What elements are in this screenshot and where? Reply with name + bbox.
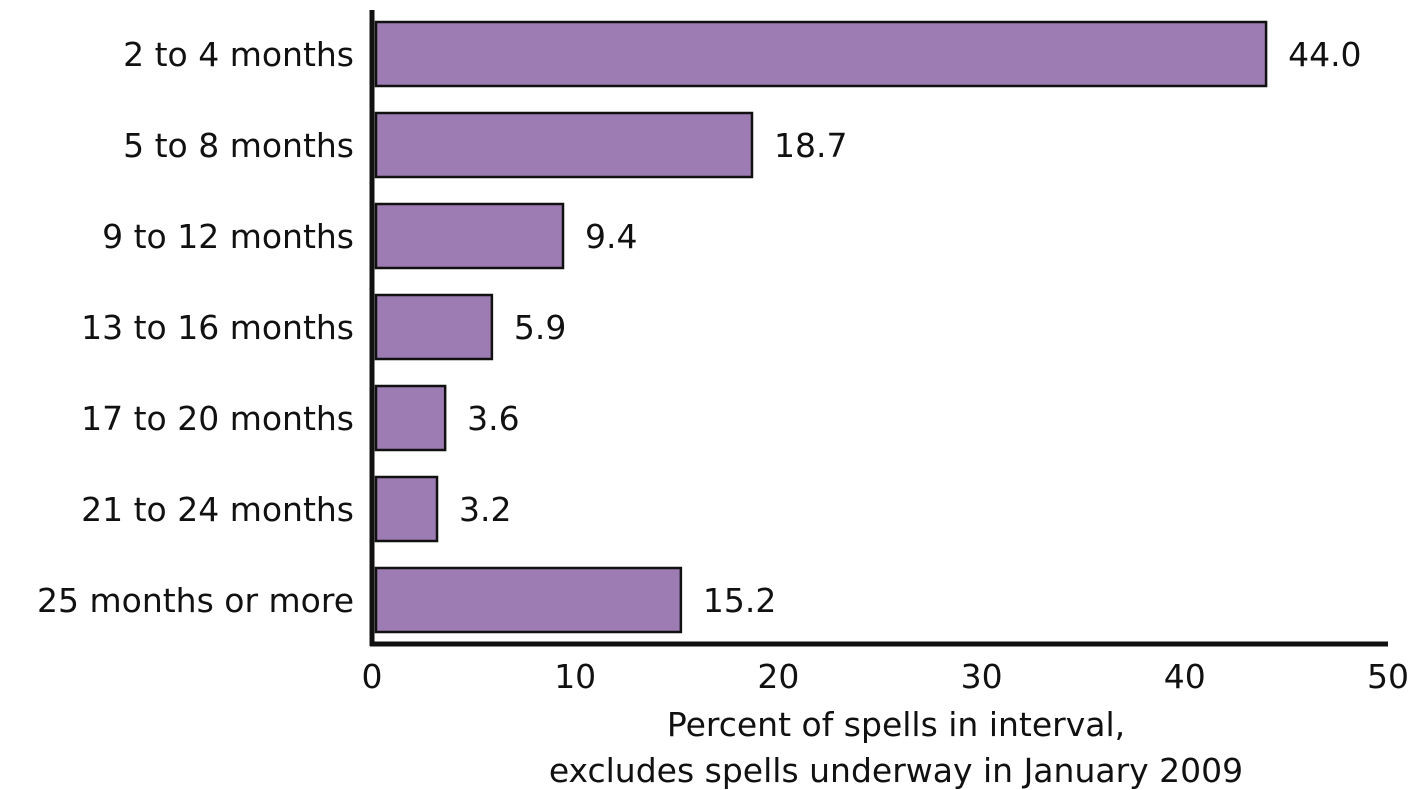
x-tick-label: 30 bbox=[961, 657, 1003, 696]
bar bbox=[374, 475, 439, 543]
bar bbox=[374, 202, 565, 270]
category-label: 13 to 16 months bbox=[81, 308, 354, 347]
value-label: 5.9 bbox=[514, 308, 566, 347]
value-label: 18.7 bbox=[774, 126, 847, 165]
x-tick-label: 20 bbox=[757, 657, 799, 696]
x-tick-label: 50 bbox=[1367, 657, 1409, 696]
bar bbox=[374, 20, 1268, 88]
labels-layer: 2 to 4 months 44.0 5 to 8 months 18.7 9 to 1… bbox=[37, 35, 1362, 620]
category-label: 25 months or more bbox=[37, 581, 354, 620]
bar bbox=[374, 293, 494, 361]
category-label: 17 to 20 months bbox=[81, 399, 354, 438]
x-tick-label: 10 bbox=[554, 657, 596, 696]
x-tick-label: 40 bbox=[1164, 657, 1206, 696]
bar bbox=[374, 111, 754, 179]
value-label: 9.4 bbox=[585, 217, 637, 256]
value-label: 15.2 bbox=[703, 581, 776, 620]
bar bbox=[374, 566, 683, 634]
bars-layer bbox=[374, 20, 1268, 634]
axes-layer bbox=[369, 10, 1388, 647]
category-label: 5 to 8 months bbox=[123, 126, 354, 165]
ticks-layer: 0 10 20 30 40 50 bbox=[362, 657, 1410, 696]
category-label: 21 to 24 months bbox=[81, 490, 354, 529]
value-label: 44.0 bbox=[1288, 35, 1361, 74]
axis-title-layer: Percent of spells in interval, excludes … bbox=[549, 705, 1243, 790]
bar bbox=[374, 384, 447, 452]
x-axis-title-line-1: Percent of spells in interval, bbox=[667, 705, 1125, 744]
value-label: 3.6 bbox=[467, 399, 519, 438]
category-label: 9 to 12 months bbox=[102, 217, 354, 256]
category-label: 2 to 4 months bbox=[123, 35, 354, 74]
x-axis-title-line-2: excludes spells underway in January 2009 bbox=[549, 751, 1243, 790]
x-tick-label: 0 bbox=[362, 657, 383, 696]
value-label: 3.2 bbox=[459, 490, 511, 529]
